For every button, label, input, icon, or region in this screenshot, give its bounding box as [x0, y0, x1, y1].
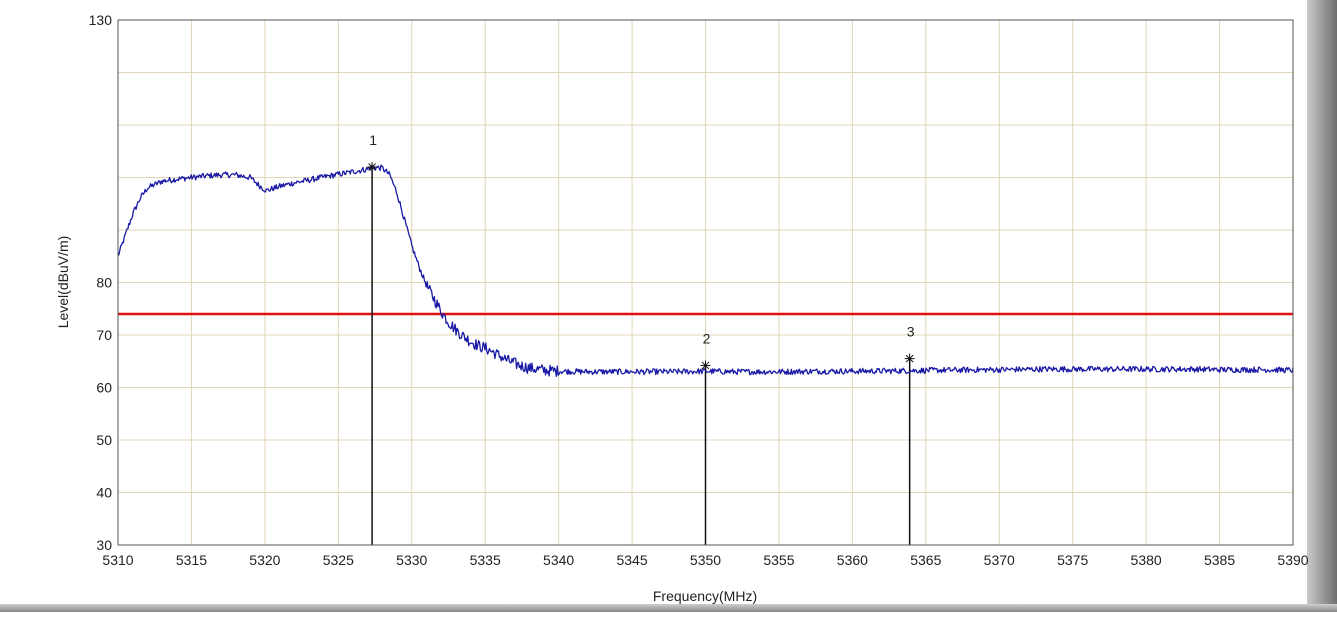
x-tick-labels: 5310 5315 5320 5325 5330 5335 5340 5345 5350 5355… [102, 552, 1308, 568]
x-tick-label: 5345 [616, 552, 647, 568]
y-tick-label: 30 [96, 537, 112, 553]
y-tick-label: 60 [96, 380, 112, 396]
marker-cross-d2 [701, 361, 710, 370]
x-tick-label: 5380 [1131, 552, 1162, 568]
x-tick-label: 5340 [543, 552, 574, 568]
y-tick-label: 70 [96, 327, 112, 343]
x-tick-label: 5360 [837, 552, 868, 568]
marker-cross-d2 [368, 163, 376, 171]
x-tick-label: 5315 [176, 552, 207, 568]
marker-label: 2 [703, 330, 711, 346]
x-tick-label: 5385 [1204, 552, 1235, 568]
x-tick-label: 5335 [470, 552, 501, 568]
x-tick-label: 5310 [102, 552, 133, 568]
x-tick-label: 5390 [1277, 552, 1308, 568]
y-tick-label: 40 [96, 485, 112, 501]
x-tick-label: 5375 [1057, 552, 1088, 568]
y-tick-label: 80 [96, 275, 112, 291]
window-right-edge [1307, 0, 1337, 612]
y-tick-label: 50 [96, 432, 112, 448]
x-tick-label: 5350 [690, 552, 721, 568]
marker-point [367, 162, 378, 172]
x-tick-label: 5355 [763, 552, 794, 568]
x-tick-label: 5365 [910, 552, 941, 568]
x-tick-label: 5370 [984, 552, 1015, 568]
y-tick-labels: 30 40 50 60 70 80 130 [89, 12, 113, 553]
marker-points-layer: 1 2 3 [367, 132, 915, 371]
marker-lines-layer [371, 167, 911, 545]
x-tick-label: 5320 [249, 552, 280, 568]
marker-label: 1 [369, 132, 377, 148]
x-tick-label: 5325 [323, 552, 354, 568]
marker-cross-d2 [905, 354, 914, 363]
x-tick-label: 5330 [396, 552, 427, 568]
marker-point [700, 360, 711, 371]
y-tick-label: 130 [89, 12, 113, 28]
x-axis-label: Frequency(MHz) [653, 588, 757, 604]
y-axis-label: Level(dBuV/m) [55, 236, 71, 329]
marker-label: 3 [907, 324, 915, 340]
window-bottom-edge [0, 604, 1337, 612]
plot-border [117, 19, 1294, 546]
marker-point [904, 353, 915, 364]
